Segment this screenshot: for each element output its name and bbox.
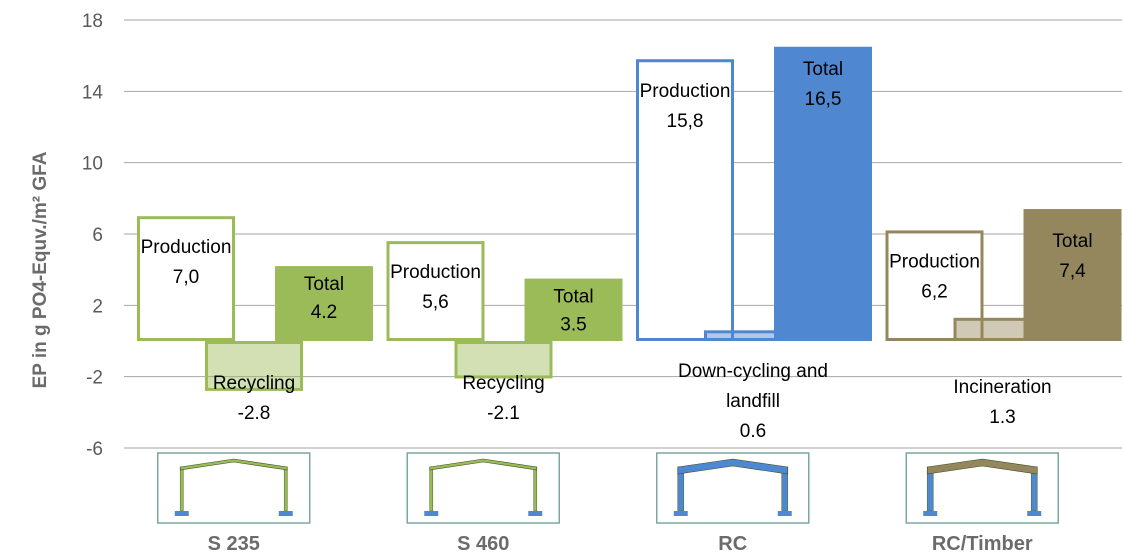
y-tick-label: 2	[92, 296, 103, 317]
category-label: RC	[718, 533, 747, 555]
end-of-life-label-name: Down-cycling and landfill	[678, 361, 828, 412]
total-label-value: 7,4	[1059, 261, 1086, 282]
end-of-life-label-name: Recycling	[213, 373, 295, 394]
production-bar	[636, 59, 734, 341]
timber-roof-frame-icon	[905, 452, 1059, 524]
end-of-life-bar	[205, 341, 303, 391]
y-tick-label: 6	[92, 225, 103, 246]
y-tick-label: -6	[86, 439, 103, 460]
y-tick-label: 14	[82, 82, 104, 103]
y-axis-label: EP in g PO4-Equv./m² GFA	[30, 151, 51, 388]
end-of-life-label-value: 1.3	[989, 407, 1015, 428]
production-label-value: 15,8	[667, 111, 704, 132]
total-bar	[524, 278, 623, 341]
data-labels-layer: Production 7,0 Recycling -2.8 Total 4.2 Produc…	[141, 59, 1093, 442]
total-label-name: Total	[1052, 231, 1092, 252]
end-of-life-label-value: 0.6	[740, 421, 766, 442]
total-bar	[275, 266, 373, 341]
production-label-name: Production	[390, 262, 481, 283]
production-bar	[137, 216, 235, 342]
y-tick-label: 18	[82, 11, 103, 32]
frame-icons-layer	[157, 452, 1059, 524]
production-bar	[386, 241, 485, 341]
total-label-name: Total	[803, 59, 843, 80]
total-bar	[1023, 209, 1122, 341]
total-label-value: 3.5	[560, 315, 586, 336]
total-label-name: Total	[304, 274, 344, 295]
steel-frame-icon	[157, 452, 311, 524]
end-of-life-label-name: Recycling	[462, 373, 544, 394]
y-axis-ticks: -6 -2 2 6 10 14 18	[82, 11, 104, 460]
total-bar	[774, 46, 872, 341]
production-bar	[885, 230, 984, 341]
production-label-value: 7,0	[173, 267, 199, 288]
end-of-life-label-name: Incineration	[953, 377, 1051, 398]
end-of-life-bar	[454, 341, 553, 379]
concrete-frame-icon	[656, 452, 810, 524]
bars-layer	[137, 46, 1122, 391]
production-label-name: Production	[640, 81, 731, 102]
steel-frame-icon	[406, 452, 560, 524]
category-label: RC/Timber	[932, 533, 1033, 555]
production-label-name: Production	[889, 251, 980, 272]
y-tick-label: 10	[82, 154, 103, 175]
end-of-life-label-value: -2.8	[238, 403, 271, 424]
total-label-value: 16,5	[805, 89, 842, 110]
production-label-value: 6,2	[921, 281, 947, 302]
category-label: S 460	[457, 533, 509, 555]
total-label-value: 4.2	[311, 302, 337, 323]
production-label-value: 5,6	[422, 292, 448, 313]
category-label: S 235	[208, 533, 260, 555]
y-tick-label: -2	[86, 368, 103, 389]
end-of-life-label-value: -2.1	[487, 403, 520, 424]
total-label-name: Total	[553, 287, 593, 308]
category-labels-layer: S 235 S 460 RC RC/Timber	[208, 533, 1033, 555]
production-label-name: Production	[141, 237, 232, 258]
